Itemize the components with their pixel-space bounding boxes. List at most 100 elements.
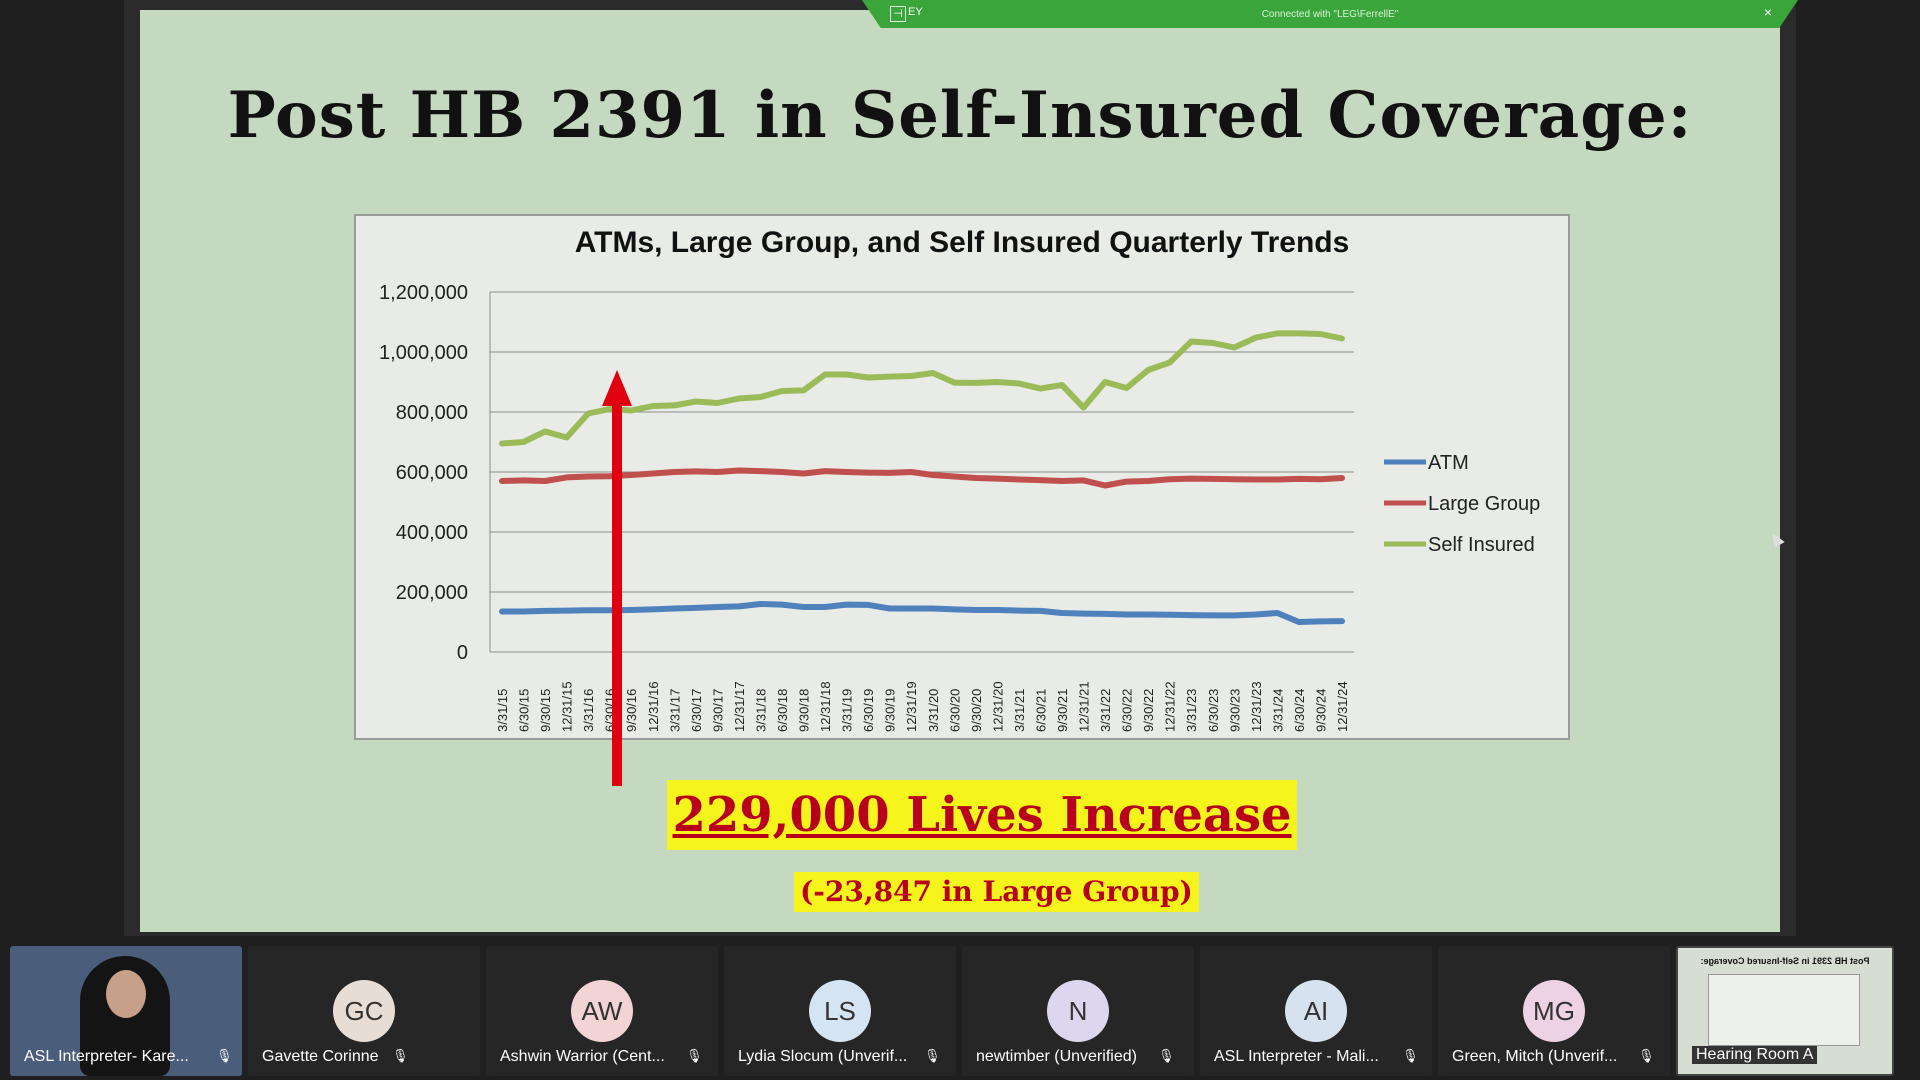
data-point [1017, 609, 1021, 613]
x-tick-label: 12/31/22 [1163, 681, 1178, 732]
data-point [522, 440, 526, 444]
data-point [1254, 478, 1258, 481]
data-point [1103, 612, 1107, 616]
participant-tile[interactable]: MG Green, Mitch (Unverif... 🎙 [1438, 946, 1670, 1076]
participant-name: Hearing Room A [1692, 1046, 1818, 1064]
data-point [672, 607, 676, 610]
data-point [1189, 340, 1193, 343]
y-tick-label: 800,000 [396, 402, 468, 424]
data-point [974, 476, 978, 480]
data-point [1168, 361, 1172, 364]
x-tick-label: 6/30/18 [775, 689, 790, 732]
avatar: AI [1285, 980, 1347, 1042]
data-point [694, 400, 698, 403]
mic-muted-icon: 🎙 [1158, 1048, 1175, 1063]
data-point [1318, 477, 1322, 481]
data-point [1254, 613, 1258, 616]
connection-host: EY [908, 6, 923, 18]
data-point [1211, 341, 1215, 345]
x-tick-label: 9/30/22 [1141, 689, 1156, 732]
x-tick-label: 6/30/24 [1292, 689, 1307, 732]
x-tick-label: 12/31/15 [560, 681, 575, 732]
data-point [888, 375, 892, 379]
x-tick-label: 3/31/16 [581, 689, 596, 732]
participant-tile[interactable]: AW Ashwin Warrior (Cent... 🎙 [486, 946, 718, 1076]
y-tick-label: 400,000 [396, 522, 468, 544]
avatar: AW [571, 980, 633, 1042]
connection-status: Connected with "LEG\FerrellE" [1261, 9, 1399, 20]
participant-tile[interactable]: AI ASL Interpreter - Mali... 🎙 [1200, 946, 1432, 1076]
data-point [823, 469, 827, 473]
x-tick-label: 9/30/15 [538, 689, 553, 732]
data-point [715, 401, 719, 405]
avatar: GC [333, 980, 395, 1042]
x-tick-label: 6/30/22 [1120, 689, 1135, 732]
mic-muted-icon: 🎙 [924, 1048, 941, 1063]
data-point [629, 608, 633, 612]
data-point [565, 436, 569, 439]
x-tick-label: 12/31/18 [818, 681, 833, 732]
data-point [500, 610, 504, 613]
data-point [1103, 484, 1107, 487]
data-point [1038, 609, 1042, 613]
participant-tile[interactable]: LS Lydia Slocum (Unverif... 🎙 [724, 946, 956, 1076]
participant-tile[interactable]: GC Gavette Corinne 🎙 [248, 946, 480, 1076]
data-point [694, 469, 698, 473]
data-point [995, 380, 999, 384]
data-point [995, 608, 999, 612]
data-point [543, 430, 547, 433]
data-point [565, 475, 569, 479]
x-tick-label: 9/30/17 [710, 689, 725, 732]
data-point [586, 608, 590, 612]
data-point [866, 471, 870, 475]
data-point [737, 397, 741, 400]
data-point [651, 607, 655, 611]
data-point [845, 470, 849, 474]
data-point [1017, 478, 1021, 481]
series-line-large-group [499, 467, 1345, 489]
data-point [1211, 477, 1215, 481]
x-tick-label: 3/31/20 [926, 689, 941, 732]
x-tick-label: 12/31/16 [646, 681, 661, 732]
participant-tile[interactable]: ASL Interpreter- Kare... 🎙 [10, 946, 242, 1076]
data-point [909, 374, 913, 378]
data-point [586, 475, 590, 478]
participant-tile[interactable]: Post HB 2391 in Self-Insured Coverage: H… [1676, 946, 1894, 1076]
data-point [1060, 383, 1064, 387]
data-point [608, 407, 612, 411]
data-point [651, 472, 655, 475]
data-point [1211, 613, 1215, 617]
data-point [715, 470, 719, 474]
data-point [952, 475, 956, 478]
data-point [802, 472, 806, 475]
data-point [1125, 480, 1129, 484]
legend-label: ATM [1428, 452, 1469, 474]
pin-icon[interactable]: ⊣ [890, 6, 906, 22]
mic-muted-icon: 🎙 [392, 1048, 409, 1063]
data-point [586, 412, 590, 415]
x-tick-label: 12/31/21 [1077, 681, 1092, 732]
x-tick-label: 6/30/15 [517, 689, 532, 732]
x-tick-label: 12/31/24 [1335, 681, 1350, 732]
x-tick-label: 3/31/19 [840, 689, 855, 732]
participant-name: Green, Mitch (Unverif... [1452, 1048, 1618, 1065]
y-tick-label: 0 [457, 642, 468, 664]
data-point [1275, 611, 1279, 615]
avatar: MG [1523, 980, 1585, 1042]
data-point [672, 470, 676, 474]
close-icon[interactable]: × [1763, 4, 1772, 20]
data-point [1318, 619, 1322, 623]
participant-tile[interactable]: N newtimber (Unverified) 🎙 [962, 946, 1194, 1076]
y-tick-label: 600,000 [396, 462, 468, 484]
data-point [1038, 478, 1042, 482]
data-point [758, 395, 762, 399]
data-point [1275, 478, 1279, 481]
participant-name: newtimber (Unverified) [976, 1048, 1137, 1065]
data-point [1297, 620, 1301, 624]
avatar: LS [809, 980, 871, 1042]
data-point [1340, 476, 1344, 480]
data-point [543, 609, 547, 613]
data-point [1103, 380, 1107, 384]
y-tick-label: 1,000,000 [379, 342, 468, 364]
data-point [888, 471, 892, 475]
